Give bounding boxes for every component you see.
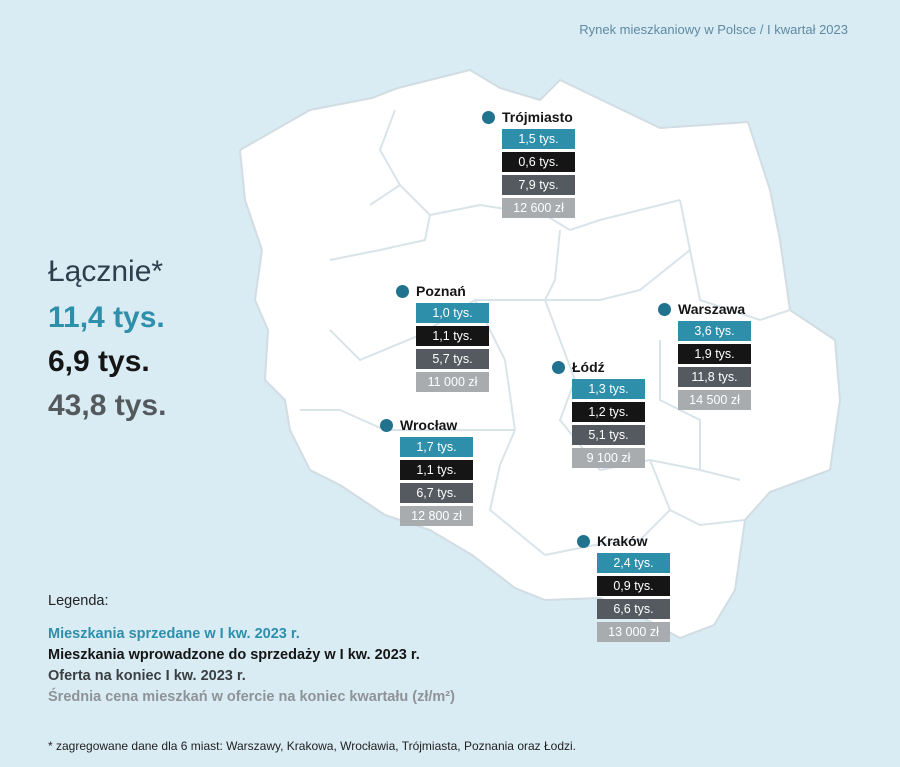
sold-value: 3,6 tys. xyxy=(678,321,751,341)
location-marker-icon xyxy=(396,284,409,298)
city-name: Warszawa xyxy=(678,301,746,317)
offer-value: 5,1 tys. xyxy=(572,425,645,445)
city-name: Trójmiasto xyxy=(502,109,573,125)
sold-value: 1,0 tys. xyxy=(416,303,489,323)
price-value: 11 000 zł xyxy=(416,372,489,392)
city-trojmiasto: Trójmiasto 1,5 tys. 0,6 tys. 7,9 tys. 12… xyxy=(482,108,575,218)
introduced-value: 0,6 tys. xyxy=(502,152,575,172)
price-value: 14 500 zł xyxy=(678,390,751,410)
sold-value: 2,4 tys. xyxy=(597,553,670,573)
legend-price: Średnia cena mieszkań w ofercie na konie… xyxy=(48,689,455,705)
city-name: Kraków xyxy=(597,533,648,549)
location-marker-icon xyxy=(482,110,495,124)
totals-label: Łącznie* xyxy=(48,255,164,288)
offer-value: 7,9 tys. xyxy=(502,175,575,195)
country-outline xyxy=(238,68,842,640)
city-wroclaw: Wrocław 1,7 tys. 1,1 tys. 6,7 tys. 12 80… xyxy=(380,416,473,526)
legend: Legenda: Mieszkania sprzedane w I kw. 20… xyxy=(48,593,455,708)
introduced-value: 1,1 tys. xyxy=(416,326,489,346)
city-lodz: Łódź 1,3 tys. 1,2 tys. 5,1 tys. 9 100 zł xyxy=(552,358,645,468)
introduced-value: 0,9 tys. xyxy=(597,576,670,596)
price-value: 9 100 zł xyxy=(572,448,645,468)
totals-panel: Łącznie* 11,4 tys. 6,9 tys. 43,8 tys. xyxy=(48,255,166,435)
city-name: Łódź xyxy=(572,359,605,375)
location-marker-icon xyxy=(658,302,671,316)
introduced-value: 1,1 tys. xyxy=(400,460,473,480)
offer-value: 11,8 tys. xyxy=(678,367,751,387)
sold-value: 1,3 tys. xyxy=(572,379,645,399)
introduced-value: 1,2 tys. xyxy=(572,402,645,422)
totals-sold: 11,4 tys. xyxy=(48,301,165,334)
totals-introduced: 6,9 tys. xyxy=(48,345,150,378)
city-warszawa: Warszawa 3,6 tys. 1,9 tys. 11,8 tys. 14 … xyxy=(658,300,751,410)
price-value: 13 000 zł xyxy=(597,622,670,642)
region-borders xyxy=(300,109,791,556)
location-marker-icon xyxy=(380,418,393,432)
location-marker-icon xyxy=(552,360,565,374)
offer-value: 6,7 tys. xyxy=(400,483,473,503)
location-marker-icon xyxy=(577,534,590,548)
city-name: Wrocław xyxy=(400,417,458,433)
legend-introduced: Mieszkania wprowadzone do sprzedaży w I … xyxy=(48,647,420,663)
report-title: Rynek mieszkaniowy w Polsce / I kwartał … xyxy=(579,22,848,37)
footnote: * zagregowane dane dla 6 miast: Warszawy… xyxy=(48,739,577,753)
sold-value: 1,5 tys. xyxy=(502,129,575,149)
legend-offer: Oferta na koniec I kw. 2023 r. xyxy=(48,668,246,684)
price-value: 12 600 zł xyxy=(502,198,575,218)
legend-sold: Mieszkania sprzedane w I kw. 2023 r. xyxy=(48,626,300,642)
legend-title: Legenda: xyxy=(48,593,109,609)
city-poznan: Poznań 1,0 tys. 1,1 tys. 5,7 tys. 11 000… xyxy=(396,282,489,392)
city-name: Poznań xyxy=(416,283,466,299)
introduced-value: 1,9 tys. xyxy=(678,344,751,364)
offer-value: 6,6 tys. xyxy=(597,599,670,619)
sold-value: 1,7 tys. xyxy=(400,437,473,457)
price-value: 12 800 zł xyxy=(400,506,473,526)
city-krakow: Kraków 2,4 tys. 0,9 tys. 6,6 tys. 13 000… xyxy=(577,532,670,642)
totals-offer: 43,8 tys. xyxy=(48,389,167,422)
offer-value: 5,7 tys. xyxy=(416,349,489,369)
